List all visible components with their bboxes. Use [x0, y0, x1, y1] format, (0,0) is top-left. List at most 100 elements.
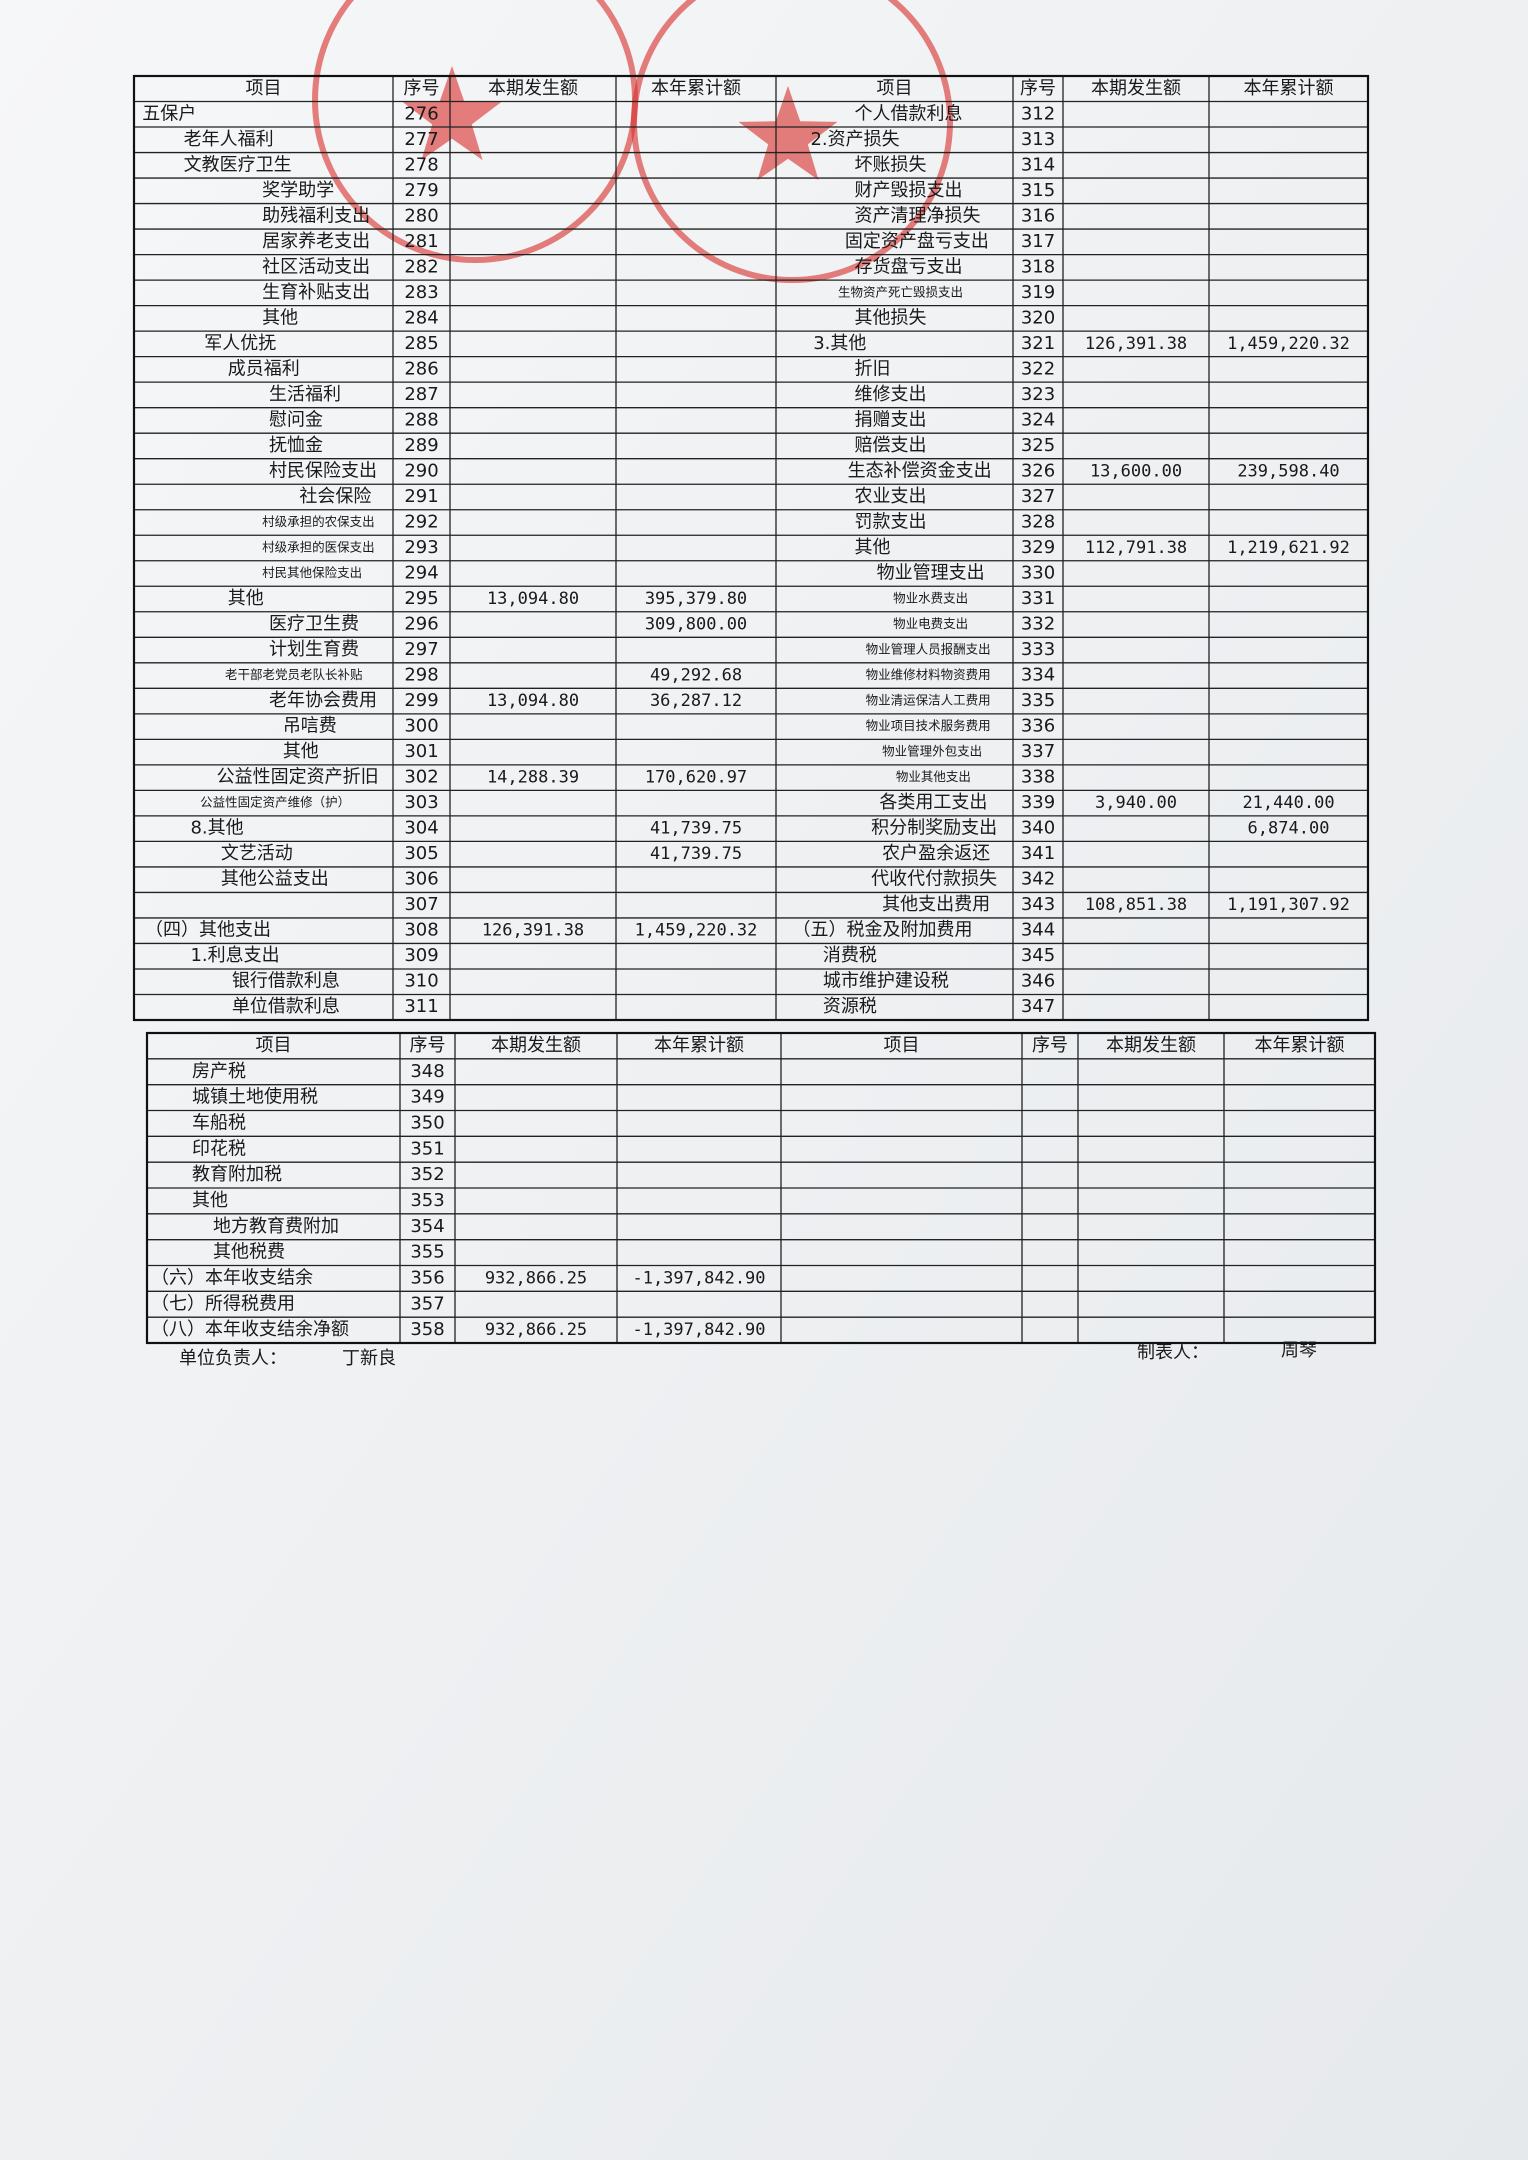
stamp-star — [402, 66, 502, 161]
item-label: 其他支出费用 — [882, 894, 990, 915]
serial-number: 350 — [410, 1112, 444, 1133]
serial-number: 333 — [1021, 639, 1055, 660]
item-label: 吊唁费 — [283, 716, 337, 737]
item-label: 物业维修材料物资费用 — [866, 667, 991, 682]
serial-number: 356 — [410, 1267, 444, 1288]
serial-number: 354 — [410, 1216, 444, 1237]
item-label: 村民其他保险支出 — [262, 565, 362, 580]
table-frame — [145, 1031, 1377, 1345]
serial-number: 303 — [404, 792, 438, 813]
item-label: 银行借款利息 — [232, 971, 340, 992]
column-header: 本年累计额 — [654, 1035, 744, 1056]
item-label: 城市维护建设税 — [823, 971, 949, 992]
serial-number: 315 — [1021, 180, 1055, 201]
serial-number: 327 — [1021, 486, 1055, 507]
item-label: 存货盘亏支出 — [855, 256, 963, 277]
current-amount: 14,288.39 — [487, 768, 579, 788]
serial-number: 320 — [1021, 307, 1055, 328]
item-label: 资源税 — [823, 996, 877, 1017]
item-label: 生态补偿资金支出 — [848, 460, 992, 481]
item-label: 坏账损失 — [855, 154, 927, 175]
item-label: 奖学助学 — [262, 180, 334, 201]
ytd-amount: 41,739.75 — [650, 819, 742, 839]
current-amount: 3,940.00 — [1095, 793, 1177, 813]
item-label: 折旧 — [855, 358, 891, 379]
serial-number: 312 — [1021, 103, 1055, 124]
serial-number: 308 — [404, 920, 438, 941]
serial-number: 280 — [404, 205, 438, 226]
current-amount: 13,094.80 — [487, 589, 579, 609]
serial-number: 306 — [404, 869, 438, 890]
stamp-star — [738, 86, 838, 181]
serial-number: 283 — [404, 282, 438, 303]
item-label: 8.其他 — [190, 818, 243, 839]
serial-number: 309 — [404, 945, 438, 966]
item-label: 公益性固定资产维修（护） — [200, 795, 350, 810]
column-header: 本年累计额 — [651, 78, 741, 99]
column-header: 项目 — [884, 1035, 920, 1056]
serial-number: 328 — [1021, 511, 1055, 532]
column-header: 序号 — [410, 1035, 446, 1056]
item-label: 固定资产盘亏支出 — [845, 231, 989, 252]
item-label: 公益性固定资产折旧 — [217, 767, 379, 788]
serial-number: 285 — [404, 333, 438, 354]
serial-number: 338 — [1021, 767, 1055, 788]
ytd-amount: -1,397,842.90 — [632, 1268, 765, 1288]
item-label: 社会保险 — [299, 486, 371, 507]
ytd-amount: 170,620.97 — [645, 768, 747, 788]
serial-number: 310 — [404, 971, 438, 992]
serial-number: 321 — [1021, 333, 1055, 354]
preparer-name: 周琴 — [1281, 1340, 1317, 1361]
item-label: 个人借款利息 — [855, 103, 963, 124]
ytd-amount: 41,739.75 — [650, 844, 742, 864]
ytd-amount: 36,287.12 — [650, 691, 742, 711]
principal-name: 丁新良 — [342, 1348, 396, 1369]
item-label: 居家养老支出 — [262, 231, 370, 252]
column-header: 项目 — [246, 78, 282, 99]
item-label: 社区活动支出 — [262, 256, 370, 277]
serial-number: 334 — [1021, 665, 1055, 686]
serial-number: 324 — [1021, 409, 1055, 430]
item-label: 成员福利 — [228, 358, 300, 379]
item-label: 印花税 — [192, 1138, 246, 1159]
item-label: 财产毁损支出 — [855, 180, 963, 201]
serial-number: 302 — [404, 767, 438, 788]
ytd-amount: 395,379.80 — [645, 589, 747, 609]
item-label: 文艺活动 — [221, 843, 293, 864]
current-amount: 126,391.38 — [482, 921, 584, 941]
item-label: （四）其他支出 — [145, 920, 271, 941]
item-label: 老年协会费用 — [269, 690, 377, 711]
column-header: 本年累计额 — [1244, 78, 1334, 99]
serial-number: 325 — [1021, 435, 1055, 456]
column-header: 本期发生额 — [491, 1035, 581, 1056]
item-label: 老干部老党员老队长补贴 — [225, 667, 363, 682]
item-label: 积分制奖励支出 — [871, 818, 997, 839]
serial-number: 287 — [404, 384, 438, 405]
column-header: 本年累计额 — [1255, 1035, 1345, 1056]
serial-number: 284 — [404, 307, 438, 328]
column-header: 本期发生额 — [1106, 1035, 1196, 1056]
item-label: 各类用工支出 — [879, 792, 987, 813]
item-label: 房产税 — [192, 1061, 246, 1082]
serial-number: 348 — [410, 1061, 444, 1082]
ytd-amount: 6,874.00 — [1248, 819, 1330, 839]
item-label: 消费税 — [823, 945, 877, 966]
item-label: 物业清运保洁人工费用 — [866, 693, 991, 708]
ytd-amount: 309,800.00 — [645, 615, 747, 635]
ytd-amount: 1,459,220.32 — [635, 921, 758, 941]
table-frame — [132, 74, 1370, 1022]
serial-number: 314 — [1021, 154, 1055, 175]
serial-number: 293 — [404, 537, 438, 558]
current-amount: 108,851.38 — [1085, 895, 1187, 915]
serial-number: 286 — [404, 358, 438, 379]
preparer-label: 制表人： — [1137, 1342, 1209, 1363]
serial-number: 288 — [404, 409, 438, 430]
item-label: 物业管理人员报酬支出 — [866, 642, 991, 657]
serial-number: 291 — [404, 486, 438, 507]
item-label: 物业项目技术服务费用 — [866, 718, 991, 733]
ytd-amount: 1,459,220.32 — [1227, 334, 1350, 354]
serial-number: 329 — [1021, 537, 1055, 558]
item-label: 代收代付款损失 — [871, 869, 997, 890]
